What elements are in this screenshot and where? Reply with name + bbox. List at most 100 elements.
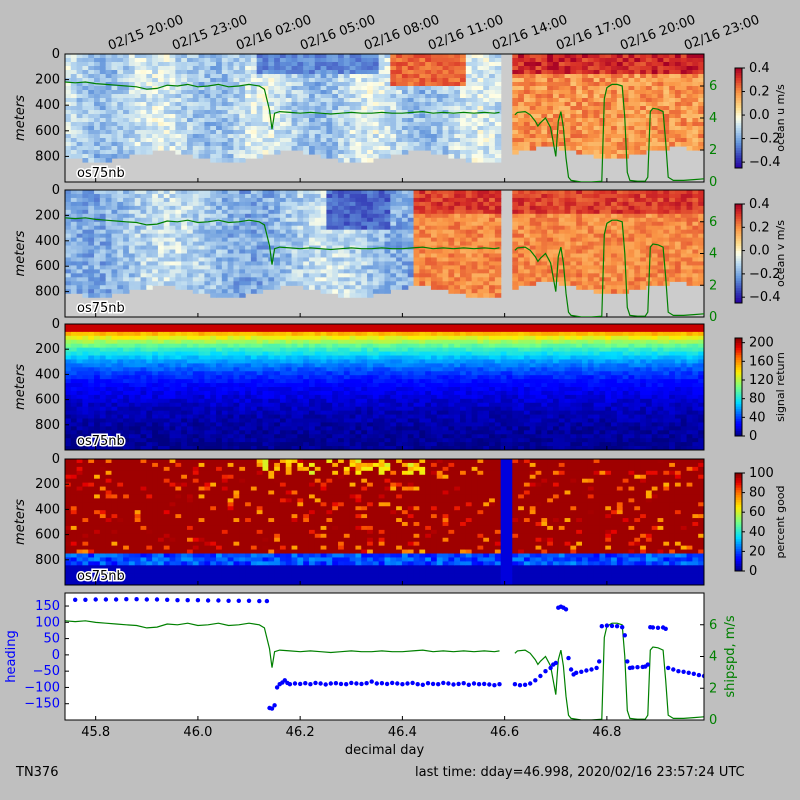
heatmap-cell	[622, 110, 630, 115]
heatmap-cell	[134, 86, 142, 91]
heatmap-cell	[181, 66, 188, 71]
heatmap-cell	[448, 229, 455, 235]
heatmap-cell	[227, 197, 235, 203]
heatmap-cell	[111, 209, 118, 215]
heatmap-cell	[268, 245, 275, 251]
heatmap-cell	[692, 102, 699, 107]
heatmap-cell	[512, 225, 519, 231]
heatmap-cell	[663, 58, 670, 63]
heatmap-cell	[140, 150, 147, 155]
heatmap-cell	[367, 253, 374, 259]
heatmap-cell	[419, 277, 426, 282]
heatmap-cell	[175, 82, 182, 87]
heatmap-cell	[640, 146, 647, 151]
heatmap-cell	[489, 62, 496, 67]
heatmap-cell	[297, 193, 304, 199]
heatmap-cell	[297, 130, 304, 135]
heatmap-cell	[401, 197, 409, 203]
heatmap-cell	[378, 269, 386, 274]
right-tick-label: 2	[709, 143, 717, 158]
heatmap-cell	[541, 241, 548, 247]
heatmap-cell	[99, 213, 107, 219]
heatmap-cell	[674, 110, 682, 115]
heatmap-cell	[593, 102, 601, 107]
heatmap-cell	[198, 281, 206, 286]
heatmap-cell	[274, 285, 281, 290]
heatmap-cell	[471, 225, 479, 231]
heatmap-cell	[401, 201, 409, 207]
heatmap-cell	[419, 118, 426, 123]
heatmap-cell	[460, 98, 467, 103]
heatmap-cell	[262, 241, 269, 247]
heatmap-cell	[477, 241, 484, 247]
heatmap-cell	[686, 58, 693, 63]
heatmap-cell	[407, 54, 415, 59]
heatmap-cell	[303, 114, 310, 119]
heatmap-cell	[314, 217, 322, 223]
heatmap-cell	[454, 229, 461, 235]
heatmap-cell	[140, 94, 147, 99]
heatmap-cell	[279, 58, 287, 63]
heatmap-cell	[82, 221, 89, 227]
heatmap-cell	[332, 98, 339, 103]
heatmap-cell	[494, 249, 502, 255]
heatmap-cell	[314, 126, 322, 131]
heatmap-cell	[227, 54, 235, 59]
heatmap-cell	[256, 74, 264, 79]
heatmap-cell	[663, 118, 670, 123]
heatmap-cell	[192, 229, 200, 235]
heatmap-cell	[169, 257, 176, 263]
heatmap-cell	[76, 265, 84, 270]
heatmap-cell	[692, 138, 699, 143]
heatmap-cell	[279, 98, 287, 103]
heatmap-cell	[146, 193, 153, 199]
heatmap-cell	[134, 142, 142, 147]
heatmap-cell	[541, 273, 548, 278]
heatmap-cell	[657, 102, 664, 107]
heatmap-cell	[320, 86, 328, 91]
heatmap-cell	[407, 265, 415, 270]
heatmap-cell	[250, 205, 258, 211]
heatmap-cell	[436, 54, 444, 59]
heatmap-cell	[361, 269, 368, 274]
heatmap-cell	[605, 78, 612, 83]
heatmap-cell	[599, 82, 606, 87]
heatmap-cell	[163, 281, 171, 286]
heatmap-cell	[146, 126, 153, 131]
heatmap-cell	[657, 134, 664, 139]
heatmap-cell	[146, 102, 153, 107]
heatmap-cell	[181, 285, 188, 290]
heatmap-cell	[250, 285, 258, 290]
heatmap-cell	[605, 82, 612, 87]
heatmap-cell	[297, 233, 304, 239]
heatmap-cell	[227, 146, 235, 151]
heatmap-cell	[239, 130, 246, 135]
heatmap-cell	[349, 293, 357, 298]
heatmap-cell	[262, 74, 269, 79]
heatmap-cell	[680, 70, 688, 75]
heatmap-cell	[471, 237, 479, 243]
heatmap-cell	[547, 225, 554, 231]
heatmap-cell	[465, 273, 473, 278]
heatmap-cell	[390, 142, 397, 147]
heatmap-cell	[134, 190, 142, 195]
heatmap-cell	[163, 54, 171, 59]
heatmap-cell	[611, 102, 618, 107]
heatmap-cell	[186, 225, 194, 231]
heatmap-cell	[297, 94, 304, 99]
heatmap-cell	[76, 94, 84, 99]
heatmap-cell	[564, 190, 571, 195]
heatmap-cell	[593, 154, 601, 159]
heatmap-cell	[332, 118, 339, 123]
heatmap-cell	[117, 249, 124, 255]
heatmap-cell	[535, 201, 542, 207]
heatmap-cell	[523, 62, 531, 67]
heatmap-cell	[134, 90, 142, 95]
heatmap-cell	[192, 114, 200, 119]
heatmap-cell	[88, 269, 95, 274]
heatmap-cell	[123, 257, 130, 263]
heatmap-cell	[65, 122, 72, 127]
heatmap-cell	[489, 150, 496, 155]
heatmap-cell	[111, 58, 118, 63]
heatmap-cell	[326, 225, 333, 231]
